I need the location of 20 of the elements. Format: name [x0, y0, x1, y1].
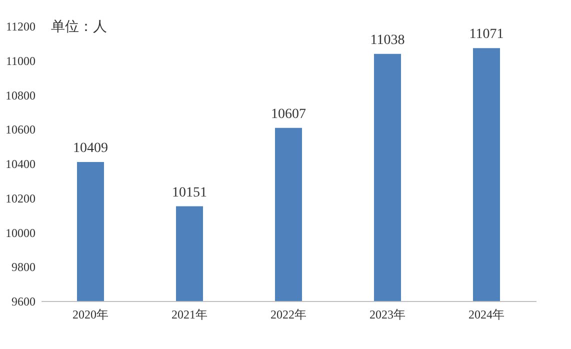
data-label: 10409 [73, 140, 108, 156]
y-tick-label: 10000 [6, 226, 36, 240]
y-tick-label: 9600 [12, 294, 36, 308]
y-tick-label: 10800 [6, 88, 36, 102]
data-label: 11071 [469, 27, 504, 42]
x-tick-label: 2021年 [172, 308, 208, 322]
annotation: 单位：人 [51, 19, 107, 35]
x-tick-label: 2024年 [468, 308, 504, 322]
y-tick-label: 10200 [6, 191, 36, 206]
y-tick-label: 11000 [6, 54, 36, 68]
y-tick-label: 9800 [12, 260, 36, 274]
x-tick-label: 2020年 [72, 308, 108, 322]
data-label: 10151 [172, 185, 207, 200]
y-tick-label: 10400 [6, 157, 36, 171]
x-tick-label: 2022年 [270, 308, 306, 322]
y-tick-label: 11200 [6, 20, 36, 34]
y-tick-label: 10600 [6, 122, 36, 137]
data-label: 10607 [271, 106, 306, 122]
x-tick-label: 2023年 [370, 308, 406, 322]
data-label: 11038 [370, 32, 405, 48]
